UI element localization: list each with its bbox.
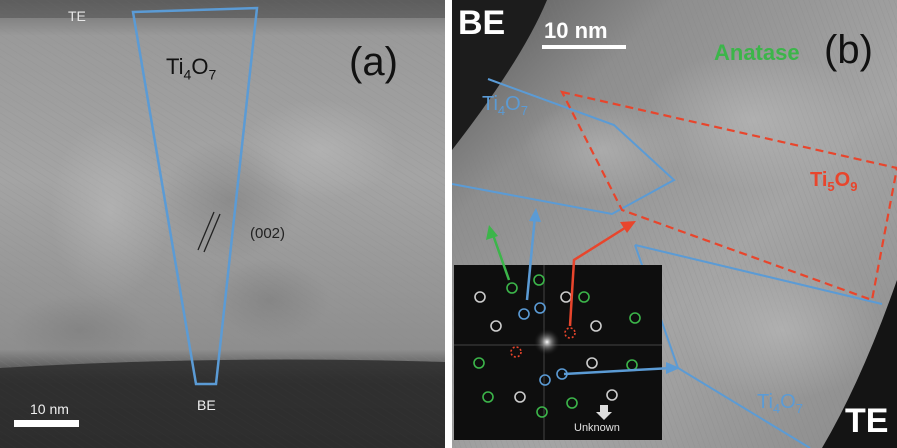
fft-unknown-label: Unknown [574, 422, 620, 434]
panel-b-micrograph: BE 10 nm Anatase (b) Ti4O7 Ti5O9 Ti4O7 U… [452, 0, 897, 448]
phase-label-ti4o7-upper: Ti4O7 [482, 93, 528, 118]
scale-bar [542, 45, 626, 49]
panel-a-image [0, 0, 445, 448]
phase-label-ti5o9: Ti5O9 [810, 169, 858, 194]
panel-b-image [452, 0, 897, 448]
bottom-electrode-region [452, 0, 547, 150]
top-electrode-region [822, 280, 897, 448]
scale-bar [14, 420, 79, 427]
plane-marker-line [203, 213, 221, 253]
top-electrode-label: TE [845, 402, 889, 440]
panel-letter: (b) [824, 28, 873, 72]
panel-a-micrograph: TE (a) Ti4O7 (002) BE 10 nm [0, 0, 445, 448]
unknown-arrow-icon [596, 405, 612, 420]
bottom-electrode-region [0, 359, 445, 448]
ti4o7-region-outline-upper [452, 78, 676, 216]
panel-letter: (a) [349, 40, 398, 84]
scale-bar-label: 10 nm [544, 18, 608, 43]
plane-marker-line [197, 211, 215, 251]
ti5o9-region-outline [559, 90, 897, 302]
phase-label: Ti4O7 [166, 54, 217, 83]
scale-bar-label: 10 nm [30, 401, 69, 417]
fft-central-spot [533, 328, 561, 356]
ti4o7-wedge-outline [131, 6, 259, 386]
top-electrode-label: TE [68, 8, 86, 24]
ti4o7-region-outline-lower [634, 244, 883, 305]
fft-inset [454, 265, 662, 440]
anatase-label: Anatase [714, 40, 800, 65]
bottom-electrode-label: BE [197, 397, 216, 413]
plane-label: (002) [250, 225, 286, 242]
bottom-electrode-label: BE [458, 4, 506, 42]
phase-label-ti4o7-lower: Ti4O7 [757, 391, 803, 416]
